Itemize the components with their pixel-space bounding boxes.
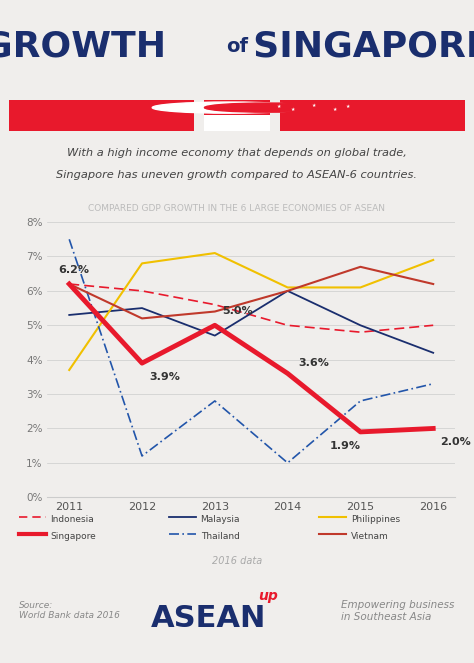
Text: ★: ★ bbox=[346, 104, 350, 109]
Text: Singapore: Singapore bbox=[50, 532, 96, 541]
Text: ASEAN: ASEAN bbox=[151, 605, 266, 633]
Text: of: of bbox=[226, 36, 248, 56]
Text: 5.0%: 5.0% bbox=[222, 306, 252, 316]
Text: COMPARED GDP GROWTH IN THE 6 LARGE ECONOMIES OF ASEAN: COMPARED GDP GROWTH IN THE 6 LARGE ECONO… bbox=[89, 204, 385, 213]
Circle shape bbox=[152, 102, 306, 113]
Text: 1.9%: 1.9% bbox=[330, 441, 361, 451]
Text: Indonesia: Indonesia bbox=[50, 514, 94, 524]
Text: With a high income economy that depends on global trade,: With a high income economy that depends … bbox=[67, 148, 407, 158]
Text: Singapore has uneven growth compared to ASEAN-6 countries.: Singapore has uneven growth compared to … bbox=[56, 170, 418, 180]
Text: ★: ★ bbox=[277, 104, 282, 109]
Text: 6.2%: 6.2% bbox=[58, 265, 89, 275]
Bar bbox=[9, 100, 194, 131]
Text: ★: ★ bbox=[290, 107, 294, 112]
Bar bbox=[204, 100, 270, 131]
Text: 3.9%: 3.9% bbox=[149, 372, 180, 382]
Bar bbox=[280, 100, 465, 131]
Text: Source:
World Bank data 2016: Source: World Bank data 2016 bbox=[19, 601, 120, 621]
Bar bbox=[204, 100, 270, 115]
Text: Empowering business
in Southeast Asia: Empowering business in Southeast Asia bbox=[341, 600, 455, 622]
Text: GROWTH            SINGAPORE: GROWTH SINGAPORE bbox=[0, 29, 474, 63]
Text: Thailand: Thailand bbox=[201, 532, 239, 541]
Text: ★: ★ bbox=[332, 107, 337, 112]
Text: Vietnam: Vietnam bbox=[351, 532, 389, 541]
Text: Philippines: Philippines bbox=[351, 514, 400, 524]
Text: 2.0%: 2.0% bbox=[440, 437, 471, 447]
Text: 2016 data: 2016 data bbox=[212, 556, 262, 566]
Text: ★: ★ bbox=[311, 103, 316, 107]
Circle shape bbox=[204, 103, 330, 112]
Text: Malaysia: Malaysia bbox=[201, 514, 240, 524]
Text: 3.6%: 3.6% bbox=[299, 359, 329, 369]
Text: up: up bbox=[258, 589, 278, 603]
